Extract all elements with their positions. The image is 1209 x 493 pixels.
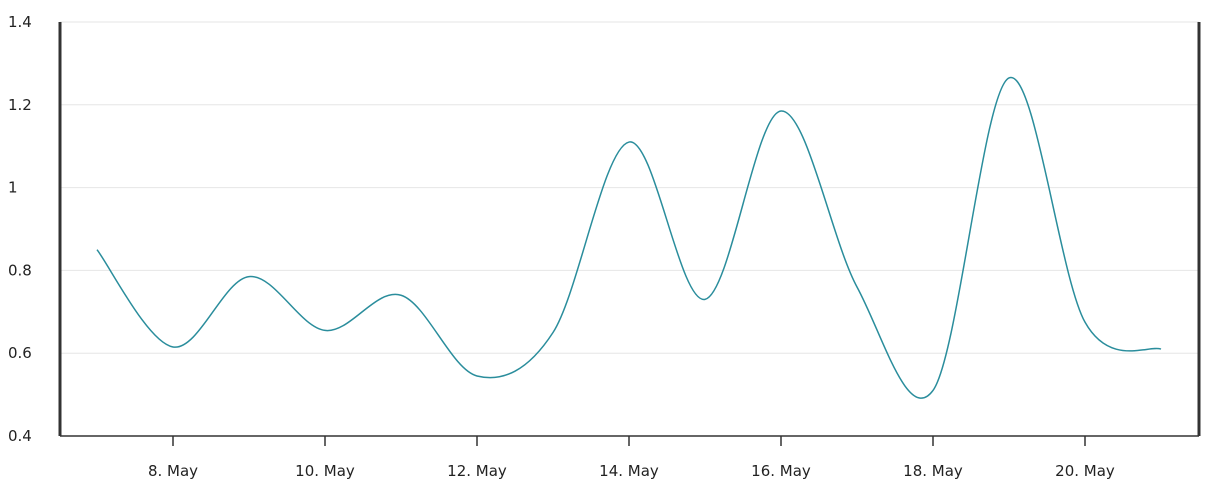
x-tick-label: 16. May xyxy=(751,462,811,480)
y-tick-label: 0.4 xyxy=(8,427,32,445)
x-tick-label: 14. May xyxy=(599,462,659,480)
grid-lines xyxy=(60,21,1199,354)
x-axis-ticks: 8. May 10. May 12. May 14. May 16. May 18. Ma… xyxy=(148,436,1115,480)
x-tick-label: 20. May xyxy=(1055,462,1115,480)
x-tick-label: 12. May xyxy=(447,462,507,480)
x-tick-label: 10. May xyxy=(295,462,355,480)
y-tick-label: 1.2 xyxy=(8,96,32,114)
y-tick-label: 0.6 xyxy=(8,344,32,362)
y-tick-label: 0.8 xyxy=(8,261,32,279)
y-tick-label: 1.4 xyxy=(8,13,32,31)
x-tick-label: 18. May xyxy=(903,462,963,480)
series-layer xyxy=(96,77,1162,399)
y-axis-ticks: 0.4 0.6 0.8 1 1.2 1.4 xyxy=(8,13,32,445)
x-tick-label: 8. May xyxy=(148,462,198,480)
series-line xyxy=(96,77,1162,399)
y-tick-label: 1 xyxy=(8,179,18,197)
